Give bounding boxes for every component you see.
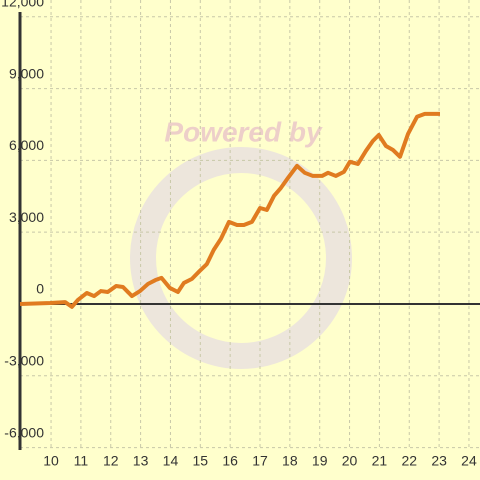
x-tick-label: 16 <box>222 453 238 469</box>
x-tick-label: 11 <box>74 453 89 469</box>
watermark: Powered by <box>164 116 323 147</box>
x-tick-label: 14 <box>163 453 179 469</box>
y-tick-label: 3,000 <box>9 209 44 225</box>
x-tick-label: 24 <box>461 453 477 469</box>
x-tick-label: 10 <box>43 453 59 469</box>
watermark-ring <box>130 147 352 369</box>
x-tick-label: 21 <box>372 453 388 469</box>
y-tick-label: 0 <box>36 281 44 297</box>
line-series <box>19 111 440 309</box>
x-tick-label: 17 <box>252 453 268 469</box>
x-tick-label: 18 <box>282 453 298 469</box>
x-tick-label: 15 <box>193 453 209 469</box>
y-tick-label: -3,000 <box>4 353 44 369</box>
y-tick-label: 9,000 <box>9 65 44 81</box>
x-tick-label: 23 <box>431 453 447 469</box>
y-tick-label: 6,000 <box>9 137 44 153</box>
y-tick-label: 12,000 <box>1 0 44 9</box>
y-tick-label: -6,000 <box>4 424 44 440</box>
x-tick-label: 12 <box>103 453 119 469</box>
x-tick-label: 13 <box>133 453 149 469</box>
x-tick-label: 22 <box>401 453 417 469</box>
x-tick-label: 19 <box>312 453 328 469</box>
x-tick-label: 20 <box>342 453 358 469</box>
